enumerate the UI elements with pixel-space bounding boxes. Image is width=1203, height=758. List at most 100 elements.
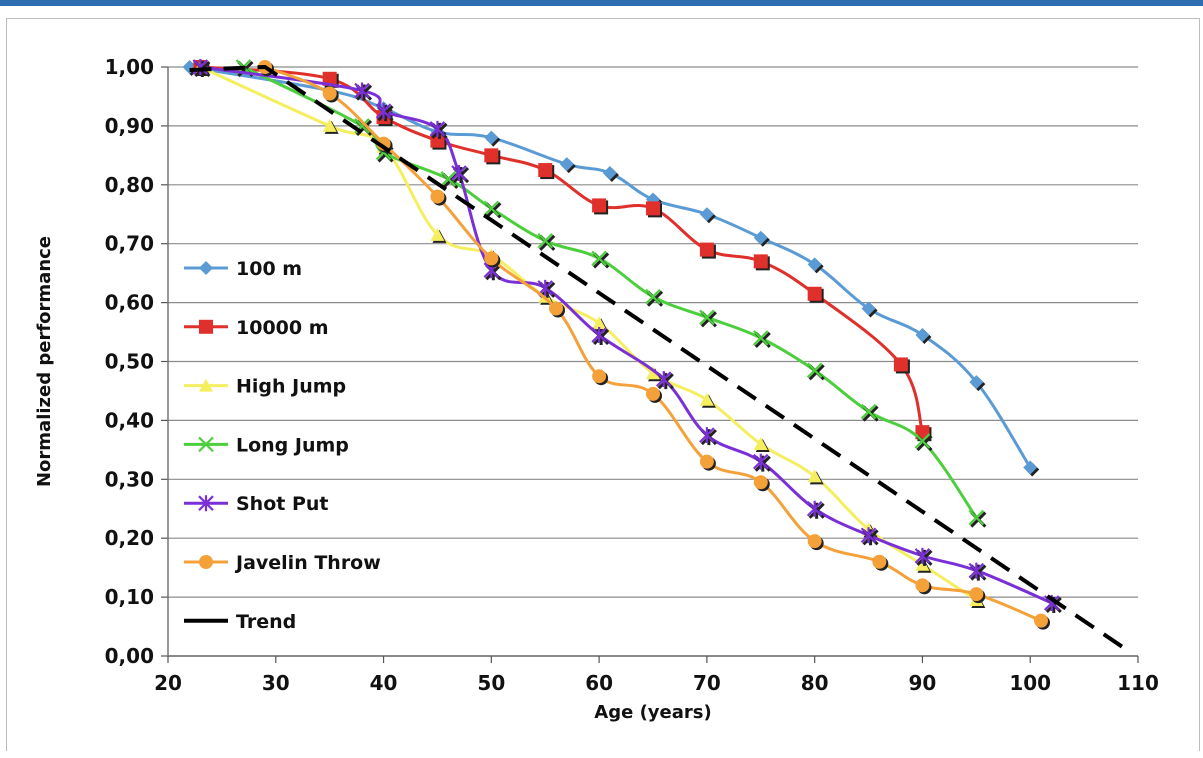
series-long-jump: [235, 59, 987, 528]
data-point: [645, 288, 664, 307]
x-tick-label: 80: [801, 671, 829, 695]
legend-item: Javelin Throw: [184, 552, 381, 574]
x-tick-label: 100: [1009, 671, 1051, 695]
legend-marker: [198, 436, 214, 453]
x-tick-label: 30: [262, 671, 290, 695]
y-tick-label: 0,50: [105, 350, 154, 374]
data-point: [592, 369, 609, 386]
data-point: [807, 286, 824, 303]
x-tick-label: 60: [585, 671, 613, 695]
gridlines: [168, 66, 1138, 657]
data-point: [430, 227, 447, 243]
data-point: [893, 357, 910, 374]
data-point: [592, 198, 609, 215]
data-point: [861, 301, 878, 318]
legend-label: Javelin Throw: [234, 552, 381, 574]
data-point: [806, 362, 825, 381]
data-point: [860, 527, 879, 546]
legend-marker: [199, 319, 213, 334]
x-axis-title: Age (years): [594, 702, 711, 723]
data-point: [968, 562, 987, 581]
series-shot-put: [192, 59, 1062, 614]
y-tick-label: 1,00: [105, 55, 154, 79]
legend-label: Long Jump: [236, 434, 349, 456]
data-point: [914, 433, 933, 452]
data-point: [591, 326, 610, 346]
data-point: [602, 166, 619, 183]
y-tick-label: 0,70: [105, 232, 154, 256]
data-point: [915, 327, 932, 344]
legend-marker: [199, 378, 213, 392]
y-tick-label: 0,90: [105, 114, 154, 138]
data-point: [872, 554, 889, 571]
y-tick-label: 0,10: [105, 585, 154, 609]
data-point: [1034, 613, 1050, 630]
axes: [161, 66, 1139, 663]
data-point: [807, 469, 824, 485]
data-point: [451, 165, 470, 184]
data-point: [559, 157, 576, 174]
data-point: [484, 130, 501, 147]
data-point: [969, 587, 986, 604]
data-point: [753, 436, 770, 452]
x-tick-label: 40: [370, 671, 398, 695]
legend-label: 100 m: [236, 258, 302, 280]
data-point: [483, 200, 502, 219]
legend-marker: [199, 261, 213, 275]
data-point: [807, 257, 824, 274]
legend-marker: [199, 555, 213, 569]
data-point: [699, 309, 717, 328]
data-point: [699, 207, 716, 224]
data-point: [915, 578, 932, 595]
legend-marker: [198, 495, 214, 512]
data-point: [322, 118, 339, 134]
data-point: [860, 403, 879, 422]
y-tick-label: 0,00: [105, 644, 154, 668]
data-point: [753, 254, 770, 271]
data-point: [699, 392, 716, 408]
y-tick-label: 0,80: [105, 173, 154, 197]
y-tick-label: 0,60: [105, 291, 154, 315]
x-tick-label: 20: [154, 671, 182, 695]
data-point: [807, 534, 824, 551]
data-point: [646, 366, 662, 382]
x-tick-label: 90: [909, 671, 937, 695]
data-point: [430, 189, 447, 206]
data-point: [591, 250, 610, 269]
y-tick-label: 0,20: [105, 526, 154, 550]
trend-line: [189, 64, 1129, 652]
x-tick-label: 50: [477, 671, 505, 695]
data-point: [753, 453, 771, 472]
data-point: [914, 547, 933, 566]
data-point: [549, 301, 565, 318]
top-accent-bar: [0, 0, 1203, 6]
x-tick-label: 110: [1117, 671, 1159, 695]
data-point: [537, 232, 556, 251]
data-point: [484, 251, 501, 268]
x-tick-label: 70: [693, 671, 721, 695]
legend-item: Trend: [184, 611, 296, 633]
y-tick-labels: 0,00 0,10 0,20 0,30 0,40 0,50 0,60 0,70 0,80 0,90…: [105, 55, 154, 668]
legend-label: Shot Put: [236, 493, 329, 515]
data-point: [753, 230, 770, 247]
series-100-m: [182, 60, 1040, 477]
series-layer: [182, 59, 1129, 652]
line-chart: 0,00 0,10 0,20 0,30 0,40 0,50 0,60 0,70 0,80 0,90…: [34, 55, 1159, 723]
legend-item: High Jump: [184, 376, 346, 398]
data-point: [699, 454, 716, 471]
data-point: [806, 500, 825, 519]
legend: 100 m 10000 m High Jump Long Jump Shot Put Ja…: [184, 258, 381, 633]
data-point: [699, 427, 717, 446]
legend-label: High Jump: [236, 376, 346, 398]
chart-frame: 0,00 0,10 0,20 0,30 0,40 0,50 0,60 0,70 0,80 0,90…: [6, 18, 1200, 751]
legend-label: 10000 m: [236, 317, 329, 339]
data-point: [646, 201, 662, 218]
data-point: [646, 386, 662, 403]
legend-item: Long Jump: [184, 434, 349, 456]
x-tick-labels: 20 30 40 50 60 70 80 90 100 110: [154, 671, 1159, 695]
data-point: [375, 103, 394, 122]
legend-item: 100 m: [184, 258, 302, 280]
data-point: [484, 148, 501, 165]
data-point: [915, 557, 932, 573]
data-point: [1023, 460, 1040, 477]
